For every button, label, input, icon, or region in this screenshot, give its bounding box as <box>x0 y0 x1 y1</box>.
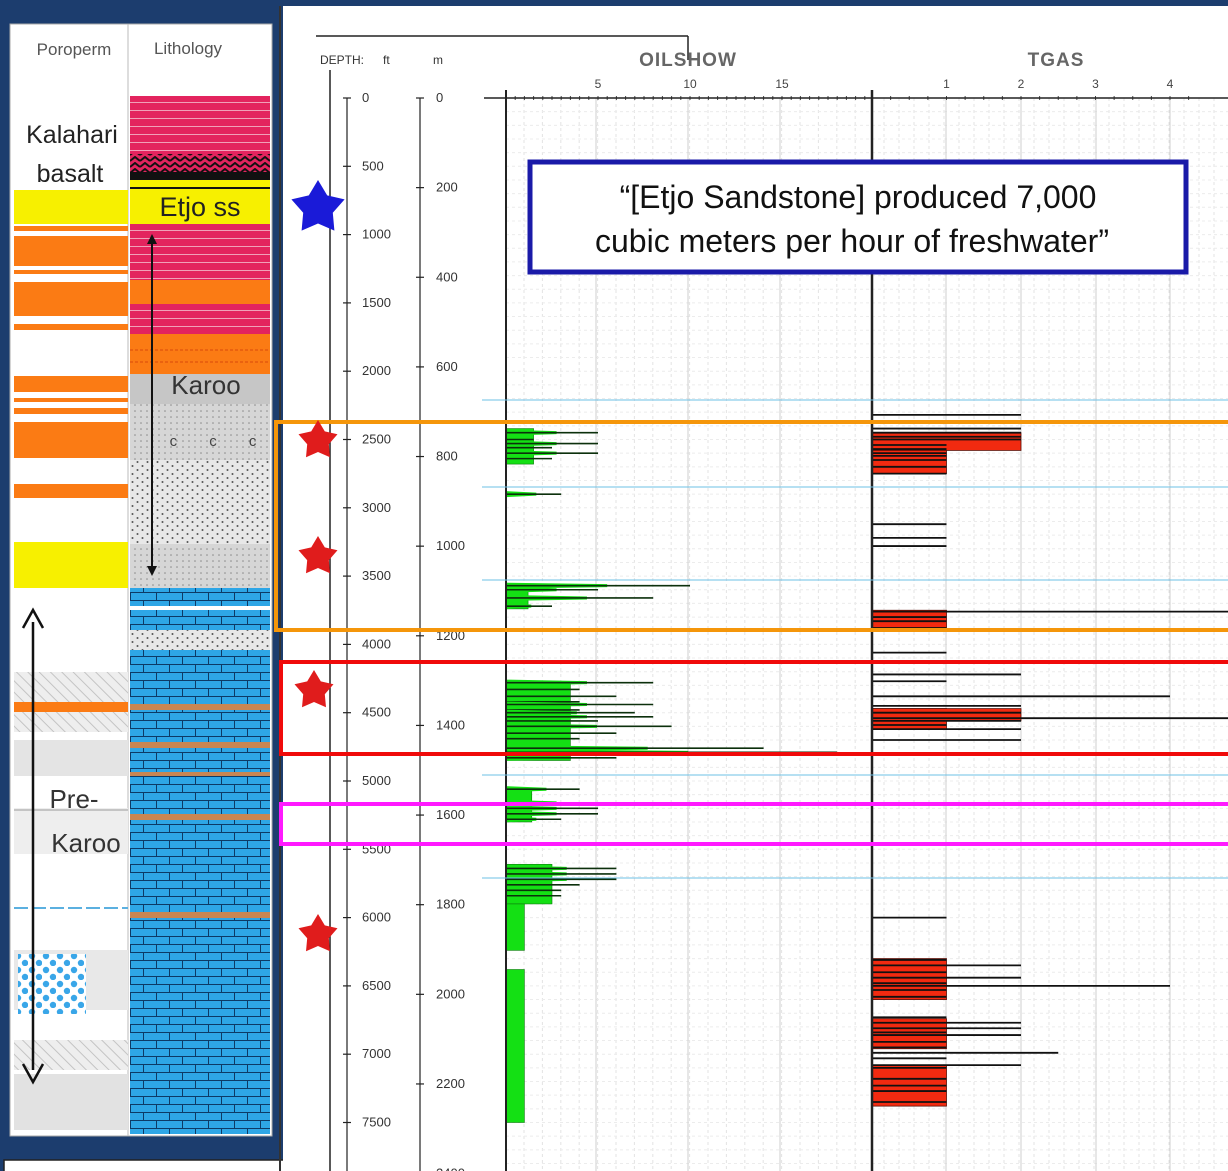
ft-tick-label: 6500 <box>362 978 391 993</box>
m-tick-label: 1800 <box>436 897 465 912</box>
m-tick-label: 1600 <box>436 807 465 822</box>
oilshow-x-tick-label: 10 <box>683 77 697 91</box>
tgas-fill-block <box>872 610 947 628</box>
label-pre-karoo: Karoo <box>51 828 120 858</box>
ft-tick-label: 7000 <box>362 1046 391 1061</box>
ft-tick-label: 2000 <box>362 363 391 378</box>
m-tick-label: 0 <box>436 90 443 105</box>
label-kalahari: Kalahari <box>26 121 118 149</box>
tgas-x-tick-label: 2 <box>1018 77 1025 91</box>
tgas-x-tick-label: 1 <box>943 77 950 91</box>
m-tick-label: 2200 <box>436 1076 465 1091</box>
m-tick-label: 200 <box>436 180 458 195</box>
m-tick-label: 400 <box>436 269 458 284</box>
label-karoo: Karoo <box>171 370 240 400</box>
lithology-header: Lithology <box>154 39 223 58</box>
oilshow-x-tick-label: 15 <box>775 77 789 91</box>
ft-tick-label: 1000 <box>362 227 391 242</box>
m-tick-label: 600 <box>436 359 458 374</box>
tgas-fill-block <box>872 433 1021 451</box>
oilshow-x-tick-label: 5 <box>595 77 602 91</box>
lith-pre-karoo-carbonate <box>130 650 270 1134</box>
m-tick-label: 2000 <box>436 986 465 1001</box>
ft-tick-label: 7500 <box>362 1115 391 1130</box>
poroperm-header: Poroperm <box>37 40 112 59</box>
label-pre: Pre- <box>49 784 98 814</box>
depth-ft-unit: ft <box>383 53 390 67</box>
poroperm-porous-dots <box>18 954 86 1014</box>
ft-tick-label: 2500 <box>362 432 391 447</box>
callout-line-1: “[Etjo Sandstone] produced 7,000 <box>620 179 1097 215</box>
strat-column: Poroperm Lithology <box>10 24 272 1136</box>
oilshow-title: OILSHOW <box>639 50 737 71</box>
label-etjo-ss: Etjo ss <box>159 192 240 222</box>
ft-tick-label: 5000 <box>362 773 391 788</box>
label-basalt: basalt <box>37 160 104 188</box>
tgas-x-tick-label: 4 <box>1167 77 1174 91</box>
tgas-title: TGAS <box>1028 50 1085 71</box>
m-tick-label: 1000 <box>436 538 465 553</box>
m-tick-label: 800 <box>436 449 458 464</box>
ft-tick-label: 0 <box>362 90 369 105</box>
callout: “[Etjo Sandstone] produced 7,000 cubic m… <box>530 162 1186 272</box>
tgas-x-tick-label: 3 <box>1092 77 1099 91</box>
lith-glyphs: c c c <box>170 433 271 450</box>
oilshow-fill <box>506 904 524 950</box>
ft-tick-label: 500 <box>362 158 384 173</box>
ft-tick-label: 6000 <box>362 910 391 925</box>
poroperm-lower-yellow <box>14 542 128 588</box>
m-tick-label: 2400 <box>436 1166 465 1171</box>
depth-m-unit: m <box>433 53 443 67</box>
ft-tick-label: 3000 <box>362 500 391 515</box>
ft-tick-label: 4000 <box>362 636 391 651</box>
oilshow-fill <box>506 970 524 1123</box>
callout-line-2: cubic meters per hour of freshwater” <box>595 223 1109 259</box>
ft-tick-label: 1500 <box>362 295 391 310</box>
poroperm-etjo-yellow <box>14 190 128 224</box>
ft-tick-label: 4500 <box>362 705 391 720</box>
lith-kalahari-basalt <box>130 96 270 154</box>
depth-header: DEPTH: <box>320 53 364 67</box>
ft-tick-label: 3500 <box>362 568 391 583</box>
m-tick-label: 1400 <box>436 717 465 732</box>
